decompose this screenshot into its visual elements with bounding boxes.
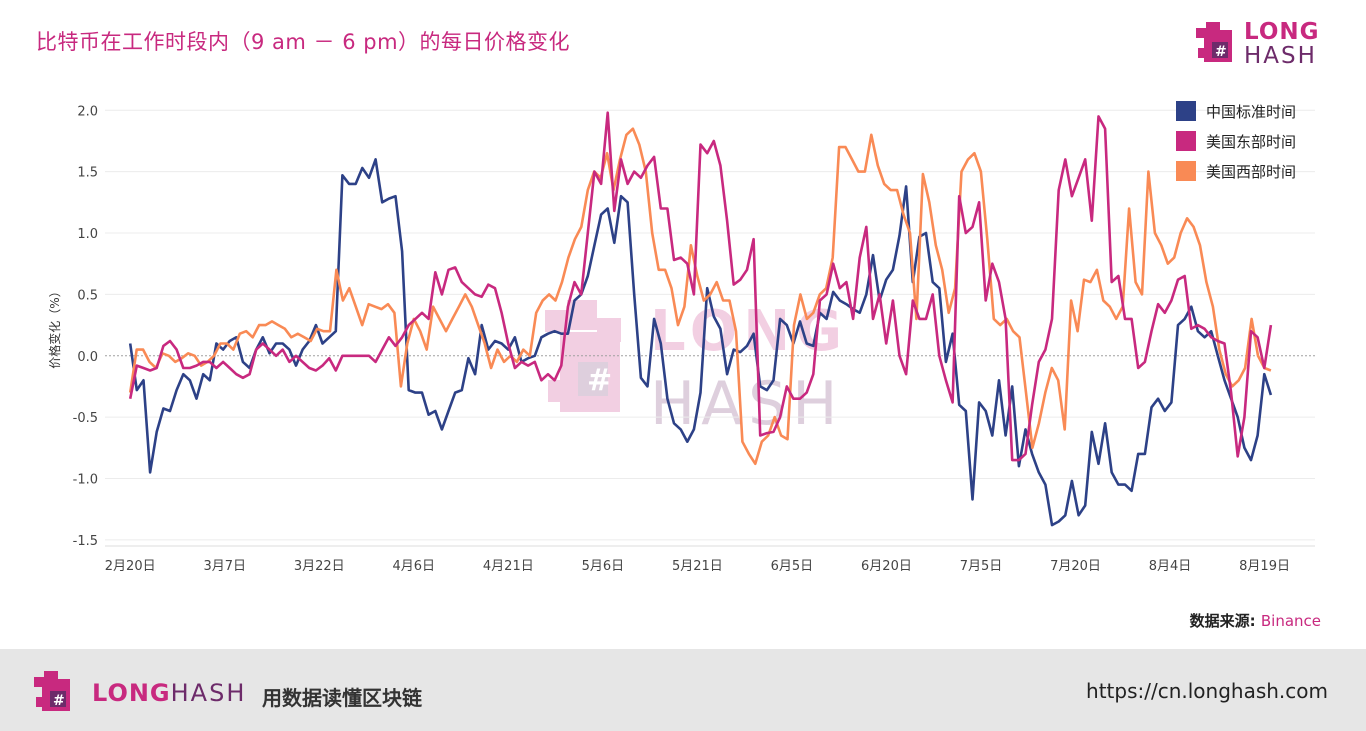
footer-logo-icon: # <box>34 671 70 711</box>
watermark-logo: # LONG HASH <box>545 299 843 439</box>
y-tick-label: -1.0 <box>73 472 98 487</box>
series-lines <box>128 111 1273 527</box>
x-tick-label: 4月21日 <box>483 559 534 574</box>
data-source-link[interactable]: Binance <box>1260 612 1321 630</box>
series-line-1 <box>128 111 1273 462</box>
x-axis-ticks: 2月20日 3月7日 3月22日 4月6日 4月21日 5月6日 5月21日 6月5日 6月20… <box>105 559 1290 574</box>
logo-text: LONG HASH <box>1244 20 1320 68</box>
x-tick-label: 8月19日 <box>1239 559 1290 574</box>
svg-text:HASH: HASH <box>650 369 843 439</box>
y-axis-label: 价格变化（%） <box>47 285 62 368</box>
series-line-0 <box>128 158 1273 527</box>
x-tick-label: 7月20日 <box>1050 559 1101 574</box>
x-tick-label: 3月7日 <box>203 559 246 574</box>
grid-lines <box>105 109 1315 547</box>
legend-label-china: 中国标准时间 <box>1206 102 1297 121</box>
svg-text:#: # <box>1215 44 1227 60</box>
footer-brand-hash: HASH <box>170 679 247 707</box>
data-source-label: 数据来源: <box>1189 612 1261 630</box>
x-tick-label: 8月4日 <box>1149 559 1192 574</box>
legend-swatch-us-east <box>1176 131 1196 151</box>
svg-text:#: # <box>53 693 65 709</box>
chart-title: 比特币在工作时段内（9 am － 6 pm）的每日价格变化 <box>36 30 571 54</box>
x-tick-label: 6月20日 <box>861 559 912 574</box>
y-tick-label: 0.5 <box>77 288 98 303</box>
x-tick-label: 7月5日 <box>960 559 1003 574</box>
legend-swatch-us-west <box>1176 161 1196 181</box>
legend-item-china: 中国标准时间 <box>1176 96 1296 126</box>
y-tick-label: 1.5 <box>77 166 98 181</box>
legend-label-us-west: 美国西部时间 <box>1206 162 1297 181</box>
footer-brand: LONGHASH <box>92 679 246 707</box>
svg-text:#: # <box>587 363 612 398</box>
x-tick-label: 5月6日 <box>582 559 625 574</box>
y-tick-label: 2.0 <box>77 104 98 119</box>
logo-line2: HASH <box>1244 43 1317 69</box>
legend-item-us-west: 美国西部时间 <box>1176 156 1296 186</box>
legend-label-us-east: 美国东部时间 <box>1206 132 1297 151</box>
logo-line1: LONG <box>1244 19 1320 45</box>
footer-url[interactable]: https://cn.longhash.com <box>1086 679 1328 703</box>
data-source: 数据来源: Binance <box>1190 610 1321 631</box>
x-tick-label: 2月20日 <box>105 559 156 574</box>
line-chart: # LONG HASH 2.01.51.00.50.0-0.5-1.0-1.5 … <box>47 104 1315 574</box>
x-tick-label: 4月6日 <box>393 559 436 574</box>
legend-swatch-china <box>1176 101 1196 121</box>
y-tick-label: 1.0 <box>77 227 98 242</box>
y-tick-label: -1.5 <box>73 534 98 549</box>
series-line-2 <box>128 127 1272 466</box>
y-tick-label: -0.5 <box>73 411 98 426</box>
legend: 中国标准时间 美国东部时间 美国西部时间 <box>1176 96 1296 186</box>
x-tick-label: 3月22日 <box>294 559 345 574</box>
longhash-logo-icon: # <box>1196 22 1232 62</box>
legend-item-us-east: 美国东部时间 <box>1176 126 1296 156</box>
footer-brand-long: LONG <box>92 679 171 707</box>
footer-slogan: 用数据读懂区块链 <box>262 686 422 710</box>
x-tick-label: 6月5日 <box>771 559 814 574</box>
y-axis-ticks: 2.0 1.5 1.0 0.5 0.0 -0.5 -1.0 -1.5 <box>73 104 98 549</box>
x-tick-label: 5月21日 <box>672 559 723 574</box>
footer: # LONGHASH 用数据读懂区块链 https://cn.longhash.… <box>0 649 1366 731</box>
y-tick-label: 0.0 <box>77 350 98 365</box>
